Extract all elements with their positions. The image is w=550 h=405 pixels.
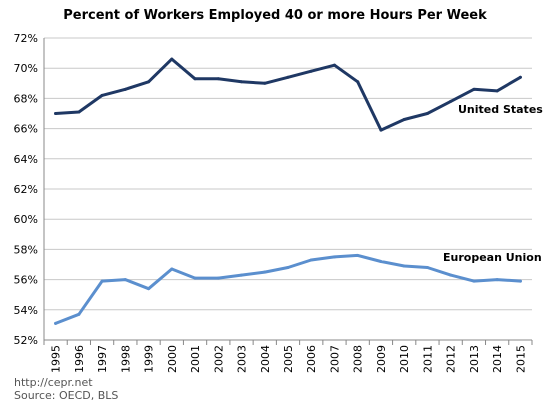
series-label-1: European Union xyxy=(443,251,542,264)
y-tick-label: 72% xyxy=(14,32,38,45)
data-point xyxy=(77,110,81,114)
gridlines xyxy=(44,37,532,311)
x-tick-label: 2010 xyxy=(398,345,411,373)
x-tick-label: 2007 xyxy=(328,345,341,373)
x-tick-label: 1998 xyxy=(119,345,132,373)
data-point xyxy=(123,278,127,282)
x-tick-label: 1999 xyxy=(143,345,156,373)
chart-title: Percent of Workers Employed 40 or more H… xyxy=(63,8,487,23)
series-lines xyxy=(54,57,522,325)
data-point xyxy=(309,69,313,73)
series-labels: United States European Union xyxy=(443,103,543,264)
x-tick-label: 2000 xyxy=(166,345,179,373)
data-point xyxy=(356,80,360,84)
data-point xyxy=(77,312,81,316)
data-point xyxy=(193,276,197,280)
x-tick-label: 2008 xyxy=(352,345,365,373)
data-point xyxy=(379,128,383,132)
y-tick-label: 58% xyxy=(14,243,38,256)
series-line-0 xyxy=(54,57,522,132)
y-tick-label: 52% xyxy=(14,334,38,347)
data-point xyxy=(472,279,476,283)
data-point xyxy=(332,63,336,67)
x-tick-label: 2003 xyxy=(236,345,249,373)
data-point xyxy=(216,276,220,280)
data-point xyxy=(100,279,104,283)
data-point xyxy=(518,279,522,283)
data-point xyxy=(379,259,383,263)
data-point xyxy=(147,80,151,84)
x-axis: 1995 1996 1997 1998 1999 2000 2001 2002 2003 2004… xyxy=(43,339,533,373)
data-point xyxy=(170,267,174,271)
source-url: http://cepr.net xyxy=(14,376,93,389)
x-tick-label: 2005 xyxy=(282,345,295,373)
y-tick-label: 70% xyxy=(14,62,38,75)
data-point xyxy=(449,99,453,103)
x-tick-label: 1996 xyxy=(73,345,86,373)
data-point xyxy=(495,89,499,93)
data-point xyxy=(54,112,58,115)
y-tick-label: 64% xyxy=(14,153,38,166)
y-tick-label: 68% xyxy=(14,92,38,105)
data-point xyxy=(518,75,522,79)
data-point xyxy=(100,93,104,97)
data-point xyxy=(263,270,267,274)
x-tick-label: 2011 xyxy=(421,345,434,373)
data-point xyxy=(402,264,406,268)
data-point xyxy=(263,81,267,85)
y-tick-label: 62% xyxy=(14,183,38,196)
y-tick-label: 60% xyxy=(14,213,38,226)
data-point xyxy=(240,273,244,277)
x-tick-label: 2015 xyxy=(514,345,527,373)
data-point xyxy=(216,77,220,81)
x-tick-label: 2002 xyxy=(212,345,225,373)
x-tick-label: 1995 xyxy=(50,345,63,373)
data-point xyxy=(193,77,197,81)
data-point xyxy=(309,258,313,262)
data-point xyxy=(54,321,58,325)
data-point xyxy=(425,266,429,270)
source-text: Source: OECD, BLS xyxy=(14,389,119,402)
data-point xyxy=(286,75,290,79)
data-point xyxy=(170,57,174,61)
data-point xyxy=(240,80,244,84)
x-tick-label: 1997 xyxy=(96,345,109,373)
data-point xyxy=(402,118,406,122)
data-point xyxy=(123,87,127,91)
y-tick-label: 66% xyxy=(14,123,38,136)
x-tick-label: 2014 xyxy=(491,345,504,373)
data-point xyxy=(286,266,290,270)
data-point xyxy=(332,255,336,259)
data-point xyxy=(495,278,499,282)
x-tick-label: 2009 xyxy=(375,345,388,373)
data-point xyxy=(425,112,429,115)
y-tick-label: 54% xyxy=(14,304,38,317)
x-tick-label: 2012 xyxy=(445,345,458,373)
x-tick-label: 2013 xyxy=(468,345,481,373)
y-tick-label: 56% xyxy=(14,274,38,287)
series-line-1 xyxy=(54,253,522,325)
series-label-0: United States xyxy=(458,103,543,116)
data-point xyxy=(472,87,476,91)
x-tick-label: 2004 xyxy=(259,345,272,373)
x-tick-label: 2006 xyxy=(305,345,318,373)
data-point xyxy=(449,273,453,277)
data-point xyxy=(147,287,151,291)
x-tick-label: 2001 xyxy=(189,345,202,373)
y-axis: 52% 54% 56% 58% 60% 62% 64% 66% 68% 70% 72% xyxy=(14,32,45,347)
data-point xyxy=(356,253,360,257)
